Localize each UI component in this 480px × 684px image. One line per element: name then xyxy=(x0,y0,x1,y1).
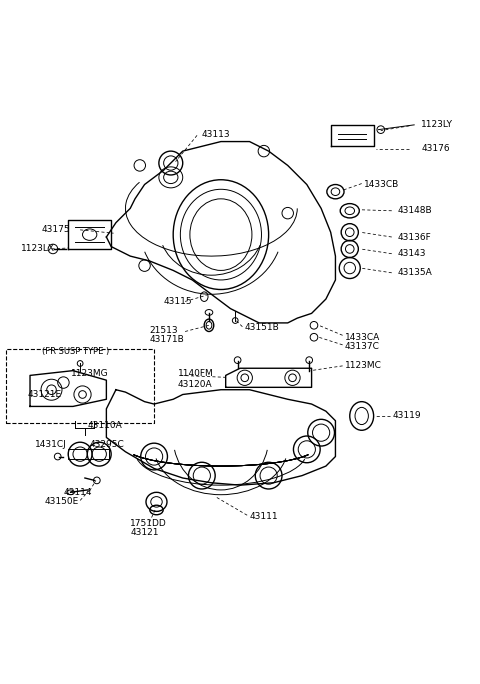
Text: 43115: 43115 xyxy=(164,297,192,306)
Text: 43121: 43121 xyxy=(130,528,159,538)
Text: 1123LX: 1123LX xyxy=(21,244,54,254)
Text: 43295C: 43295C xyxy=(90,440,124,449)
Text: 43150E: 43150E xyxy=(44,497,79,506)
Text: 43135A: 43135A xyxy=(397,268,432,277)
Text: (FR SUSP TYPE ): (FR SUSP TYPE ) xyxy=(42,347,109,356)
Text: 1433CB: 1433CB xyxy=(364,180,399,189)
Text: 43110A: 43110A xyxy=(87,421,122,430)
Text: 43113: 43113 xyxy=(202,130,230,139)
Text: 43151B: 43151B xyxy=(245,323,279,332)
Text: 1123MC: 1123MC xyxy=(345,361,382,370)
Text: 43114: 43114 xyxy=(63,488,92,497)
Text: 43171B: 43171B xyxy=(149,335,184,344)
Text: 1433CA: 1433CA xyxy=(345,332,380,342)
Text: 43136F: 43136F xyxy=(397,233,431,241)
Text: 1140FM: 1140FM xyxy=(178,369,214,378)
Text: 43176: 43176 xyxy=(421,144,450,153)
Text: 43175: 43175 xyxy=(42,225,71,235)
Text: 21513: 21513 xyxy=(149,326,178,334)
Text: 43119: 43119 xyxy=(393,412,421,421)
Text: 43137C: 43137C xyxy=(345,342,380,352)
Text: 43148B: 43148B xyxy=(397,207,432,215)
Text: 1751DD: 1751DD xyxy=(130,519,167,528)
Text: 1123MG: 1123MG xyxy=(71,369,108,378)
Text: 43120A: 43120A xyxy=(178,380,213,389)
Text: 1123LY: 1123LY xyxy=(421,120,453,129)
Text: 43121E: 43121E xyxy=(28,390,62,399)
Text: 1431CJ: 1431CJ xyxy=(35,440,67,449)
Text: 43111: 43111 xyxy=(250,512,278,521)
Text: 43143: 43143 xyxy=(397,249,426,259)
